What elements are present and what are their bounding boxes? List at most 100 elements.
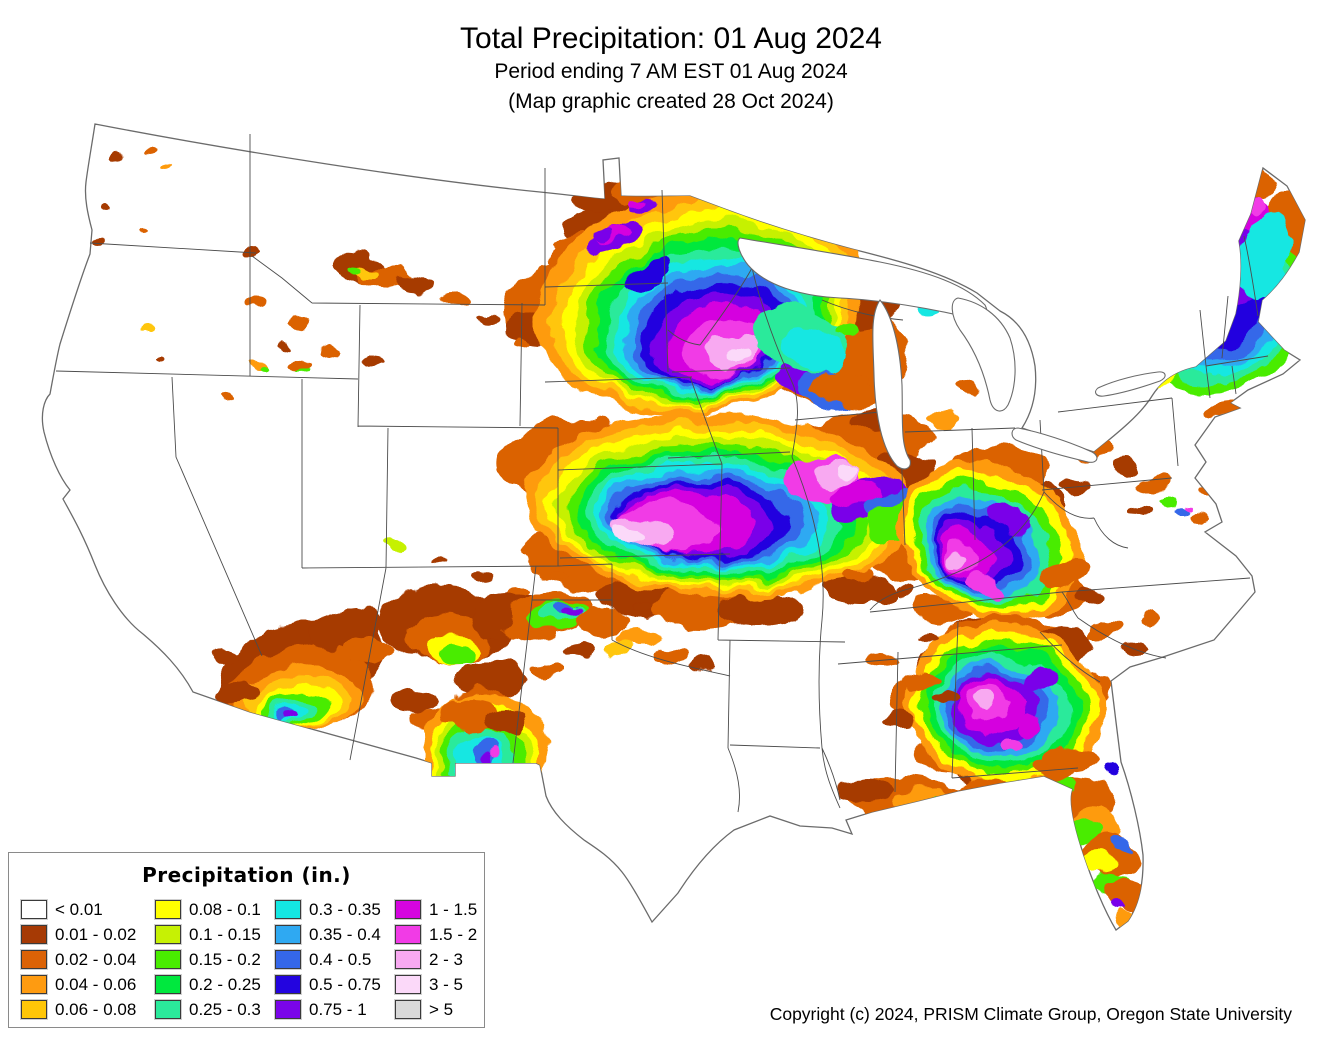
precip-cell (277, 341, 293, 349)
precip-cell (111, 154, 125, 162)
precip-cell (490, 778, 540, 802)
precip-cell (781, 327, 849, 373)
precip-cell (224, 392, 236, 398)
legend-swatch (275, 900, 301, 919)
precip-cell (350, 266, 366, 274)
legend-label: 0.2 - 0.25 (189, 975, 261, 994)
precip-cell (220, 682, 256, 702)
precip-cell (990, 504, 1030, 536)
lake-huron (951, 297, 1016, 412)
precip-cell (929, 412, 961, 428)
precip-cell (1004, 781, 1040, 799)
legend-item: 3 - 5 (395, 972, 481, 997)
legend-swatch (21, 1000, 47, 1019)
precip-cell (144, 147, 156, 153)
precip-cell (608, 642, 632, 654)
precip-cell (1185, 515, 1205, 525)
legend-item: 1 - 1.5 (395, 897, 481, 922)
precip-cell (1111, 900, 1125, 910)
precip-cell (1250, 196, 1266, 214)
precip-cell (946, 792, 974, 808)
precip-cell (1159, 497, 1177, 507)
legend-item: 0.04 - 0.06 (21, 972, 155, 997)
precip-cell (564, 642, 596, 658)
legend-swatch (275, 925, 301, 944)
state-borders (55, 134, 1269, 813)
precip-cell (1080, 852, 1116, 872)
precip-cell (450, 790, 490, 810)
precip-cell (1140, 615, 1160, 625)
precip-cell (835, 778, 895, 802)
legend-item: 0.02 - 0.04 (21, 947, 155, 972)
precip-cell (920, 635, 940, 645)
precip-cell (246, 300, 264, 310)
legend-swatch (395, 900, 421, 919)
lake-ontario (1095, 371, 1166, 397)
legend-item: 0.5 - 0.75 (275, 972, 395, 997)
precip-cell (1074, 590, 1106, 606)
legend-box: Precipitation (in.) < 0.01 0.01 - 0.02 0.0… (8, 852, 485, 1028)
legend-label: 0.06 - 0.08 (55, 1000, 137, 1019)
precip-cell (511, 340, 529, 350)
precip-cell (645, 165, 715, 195)
precip-cell (1109, 460, 1141, 476)
precip-cell (530, 663, 560, 677)
precip-cell (885, 712, 915, 728)
precip-cell (1145, 295, 1205, 345)
legend-item: 0.75 - 1 (275, 997, 395, 1022)
precip-cell (951, 383, 979, 397)
legend-swatch (155, 975, 181, 994)
precip-cell (1173, 507, 1187, 517)
precip-cell (92, 238, 104, 246)
precip-cell (490, 788, 520, 812)
legend-item: 0.3 - 0.35 (275, 897, 395, 922)
lake-erie (1011, 427, 1098, 463)
precip-cell (564, 608, 576, 616)
precip-cell (141, 328, 155, 336)
precip-cell (1184, 505, 1192, 511)
legend-swatch (395, 1000, 421, 1019)
precip-cell (1204, 327, 1226, 343)
precip-cell (760, 187, 790, 203)
precip-cell (288, 316, 312, 328)
precip-cell (1202, 486, 1218, 494)
legend-label: 0.25 - 0.3 (189, 1000, 261, 1019)
precip-cell (825, 575, 895, 605)
precip-cell (1130, 505, 1150, 515)
legend-label: 0.01 - 0.02 (55, 925, 137, 944)
legend-grid: < 0.01 0.01 - 0.02 0.02 - 0.04 0.04 - 0.06 0… (21, 897, 484, 1022)
precip-cell (1093, 933, 1117, 943)
precip-cell (590, 231, 610, 245)
precip-cell (1141, 478, 1169, 492)
precip-cell (440, 700, 500, 730)
precip-cell (614, 527, 642, 543)
created-note: (Map graphic created 28 Oct 2024) (508, 90, 834, 113)
legend-item: 1.5 - 2 (395, 922, 481, 947)
legend-label: > 5 (429, 1000, 454, 1019)
precip-cell (720, 594, 800, 626)
precip-cell (950, 779, 1030, 811)
precip-cell (810, 373, 880, 407)
precip-cell (213, 648, 237, 662)
legend-item: < 0.01 (21, 897, 155, 922)
legend-swatch (155, 1000, 181, 1019)
precip-cell (97, 209, 107, 215)
legend-swatch (395, 975, 421, 994)
precip-cell (1040, 562, 1090, 588)
legend-swatch (21, 975, 47, 994)
legend-swatch (155, 950, 181, 969)
precip-cell (725, 171, 765, 189)
precip-cell (263, 362, 273, 368)
legend-item: 0.1 - 0.15 (155, 922, 275, 947)
precip-cell (157, 355, 167, 361)
precip-cell (475, 568, 489, 576)
precip-cell (1236, 211, 1294, 299)
precip-cell (726, 345, 754, 363)
precip-cell (1087, 618, 1123, 638)
precip-cell (1145, 298, 1171, 318)
legend-label: 0.3 - 0.35 (309, 900, 381, 919)
legend-swatch (275, 975, 301, 994)
precip-cell (949, 552, 967, 564)
precip-cell (833, 324, 857, 336)
precip-cell (362, 355, 382, 365)
